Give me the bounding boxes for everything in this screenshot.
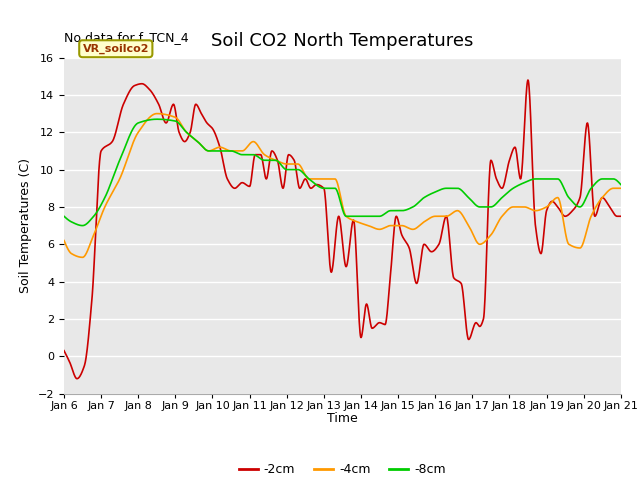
-8cm	[617, 181, 625, 187]
Line: -2cm: -2cm	[64, 80, 621, 379]
-2cm	[60, 348, 68, 354]
-2cm	[552, 201, 559, 207]
-2cm	[524, 77, 532, 83]
-4cm	[502, 208, 510, 214]
-2cm	[74, 376, 81, 382]
X-axis label: Time: Time	[327, 412, 358, 425]
Line: -8cm: -8cm	[64, 119, 621, 226]
-4cm	[617, 185, 625, 191]
Y-axis label: Soil Temperatures (C): Soil Temperatures (C)	[19, 158, 32, 293]
Text: No data for f_TCN_4: No data for f_TCN_4	[64, 31, 189, 44]
-4cm	[429, 214, 437, 219]
-2cm	[502, 173, 509, 179]
-8cm	[247, 152, 255, 157]
-8cm	[429, 190, 437, 195]
Line: -4cm: -4cm	[64, 114, 621, 257]
-4cm	[185, 132, 193, 137]
Text: VR_soilco2: VR_soilco2	[83, 44, 149, 54]
-4cm	[172, 114, 179, 120]
-4cm	[552, 195, 559, 201]
-8cm	[153, 116, 161, 122]
-4cm	[79, 254, 86, 260]
-8cm	[60, 214, 68, 219]
-2cm	[429, 248, 437, 254]
-4cm	[153, 111, 161, 117]
-8cm	[502, 191, 510, 197]
-2cm	[246, 181, 254, 187]
-4cm	[60, 238, 68, 243]
-2cm	[184, 134, 192, 140]
-8cm	[552, 176, 559, 182]
-2cm	[617, 214, 625, 219]
-2cm	[171, 104, 179, 110]
-8cm	[185, 131, 193, 137]
Title: Soil CO2 North Temperatures: Soil CO2 North Temperatures	[211, 33, 474, 50]
-8cm	[79, 223, 86, 228]
-8cm	[172, 118, 179, 124]
-4cm	[247, 140, 255, 145]
Legend: -2cm, -4cm, -8cm: -2cm, -4cm, -8cm	[234, 458, 451, 480]
